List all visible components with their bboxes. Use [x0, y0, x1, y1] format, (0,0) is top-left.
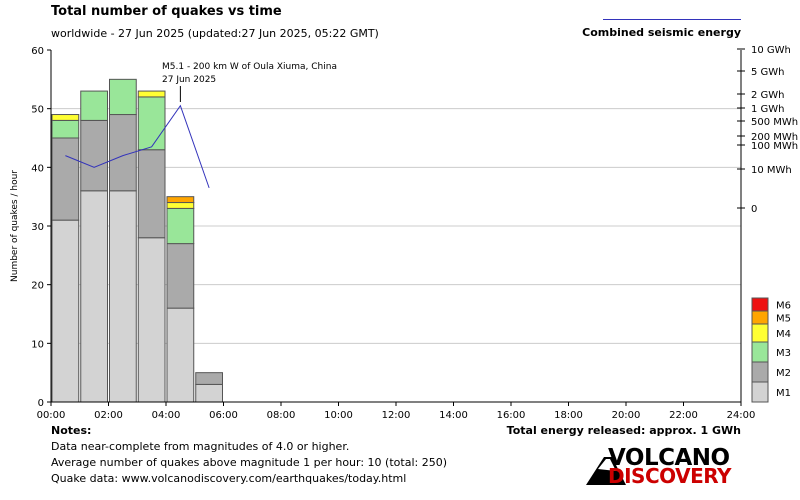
- legend-label-m1: M1: [776, 388, 791, 399]
- y-tick-label: 30: [31, 222, 44, 233]
- energy-tick-label: 1 GWh: [751, 104, 785, 115]
- bar-segment-m2: [51, 137, 80, 221]
- y-tick-label: 40: [31, 163, 44, 174]
- x-tick-label: 24:00: [727, 410, 756, 421]
- legend-label-m4: M4: [776, 329, 791, 340]
- x-tick-label: 20:00: [612, 410, 641, 421]
- bar-segment-m1: [80, 190, 108, 403]
- y-tick-label: 0: [38, 398, 44, 409]
- legend-label-m6: M6: [776, 301, 791, 312]
- legend-swatch-m3: [751, 341, 769, 363]
- energy-tick-label: 500 MWh: [751, 117, 798, 128]
- x-tick-label: 00:00: [37, 410, 66, 421]
- legend-label-m3: M3: [776, 348, 791, 359]
- energy-line: [65, 104, 210, 189]
- bar-segment-m5: [166, 196, 195, 204]
- bar-segment-m2: [80, 119, 108, 192]
- energy-tick-label: 10 GWh: [751, 45, 791, 56]
- bar-segment-m3: [51, 119, 80, 139]
- legend-swatch-m5: [751, 310, 769, 325]
- bar-segment-m3: [166, 207, 195, 245]
- y-tick-label: 50: [31, 105, 44, 116]
- bar-segment-m3: [109, 78, 137, 116]
- chart-subtitle: worldwide - 27 Jun 2025 (updated:27 Jun …: [51, 27, 379, 40]
- energy-tick-label: 10 MWh: [751, 165, 792, 176]
- x-tick-label: 16:00: [497, 410, 526, 421]
- bar-segment-m1: [195, 383, 223, 403]
- y-axis-label: Number of quakes / hour: [10, 170, 20, 282]
- bar-segment-m1: [166, 307, 195, 403]
- bar-segment-m3: [80, 90, 108, 121]
- energy-tick-label: 200 MWh: [751, 132, 798, 143]
- bar-segment-m3: [137, 96, 166, 151]
- x-tick-label: 18:00: [554, 410, 583, 421]
- x-tick-label: 14:00: [439, 410, 468, 421]
- logo-word-discovery: DISCOVERY: [608, 464, 732, 488]
- bar-segment-m4: [137, 90, 166, 98]
- total-energy-text: Total energy released: approx. 1 GWh: [506, 424, 741, 437]
- note-line: Quake data: www.volcanodiscovery.com/ear…: [51, 472, 407, 485]
- legend-swatch-m2: [751, 361, 769, 383]
- x-tick-label: 10:00: [324, 410, 353, 421]
- energy-legend-line: [603, 19, 741, 20]
- annotation-text: M5.1 - 200 km W of Oula Xiuma, China: [162, 62, 337, 72]
- x-tick-label: 04:00: [152, 410, 181, 421]
- bar-segment-m4: [166, 202, 195, 209]
- bar-segment-m2: [137, 149, 166, 239]
- chart-title: Total number of quakes vs time: [51, 4, 282, 19]
- notes-heading: Notes:: [51, 424, 92, 437]
- x-tick-label: 08:00: [267, 410, 296, 421]
- y-tick-label: 20: [31, 281, 44, 292]
- y-tick-label: 10: [31, 339, 44, 350]
- bar-segment-m4: [51, 114, 80, 121]
- bar-segment-m2: [166, 243, 195, 309]
- energy-tick-label: 2 GWh: [751, 90, 785, 101]
- x-tick-label: 02:00: [94, 410, 123, 421]
- energy-tick-label: 0: [751, 204, 757, 215]
- x-tick-label: 12:00: [382, 410, 411, 421]
- legend-label-m2: M2: [776, 368, 791, 379]
- legend-label-m5: M5: [776, 314, 791, 325]
- x-tick-label: 22:00: [669, 410, 698, 421]
- energy-legend-label: Combined seismic energy: [582, 26, 741, 39]
- bar-segment-m1: [51, 219, 80, 403]
- annotation-date: 27 Jun 2025: [162, 75, 216, 85]
- bar-segment-m2: [195, 372, 223, 385]
- legend-swatch-m6: [751, 297, 769, 312]
- bar-segment-m1: [109, 190, 137, 403]
- energy-tick-label: 5 GWh: [751, 67, 785, 78]
- volcano-discovery-logo: VOLCANO DISCOVERY: [586, 445, 756, 490]
- legend-swatch-m4: [751, 323, 769, 343]
- note-line: Data near-complete from magnitudes of 4.…: [51, 440, 350, 453]
- volcano-icon: [586, 457, 626, 485]
- legend-swatch-m1: [751, 381, 769, 403]
- y-tick-label: 60: [31, 46, 44, 57]
- bar-segment-m1: [137, 237, 166, 403]
- logo-word-volcano: VOLCANO: [608, 445, 730, 471]
- energy-tick-label: 100 MWh: [751, 141, 798, 152]
- note-line: Average number of quakes above magnitude…: [51, 456, 447, 469]
- x-tick-label: 06:00: [209, 410, 238, 421]
